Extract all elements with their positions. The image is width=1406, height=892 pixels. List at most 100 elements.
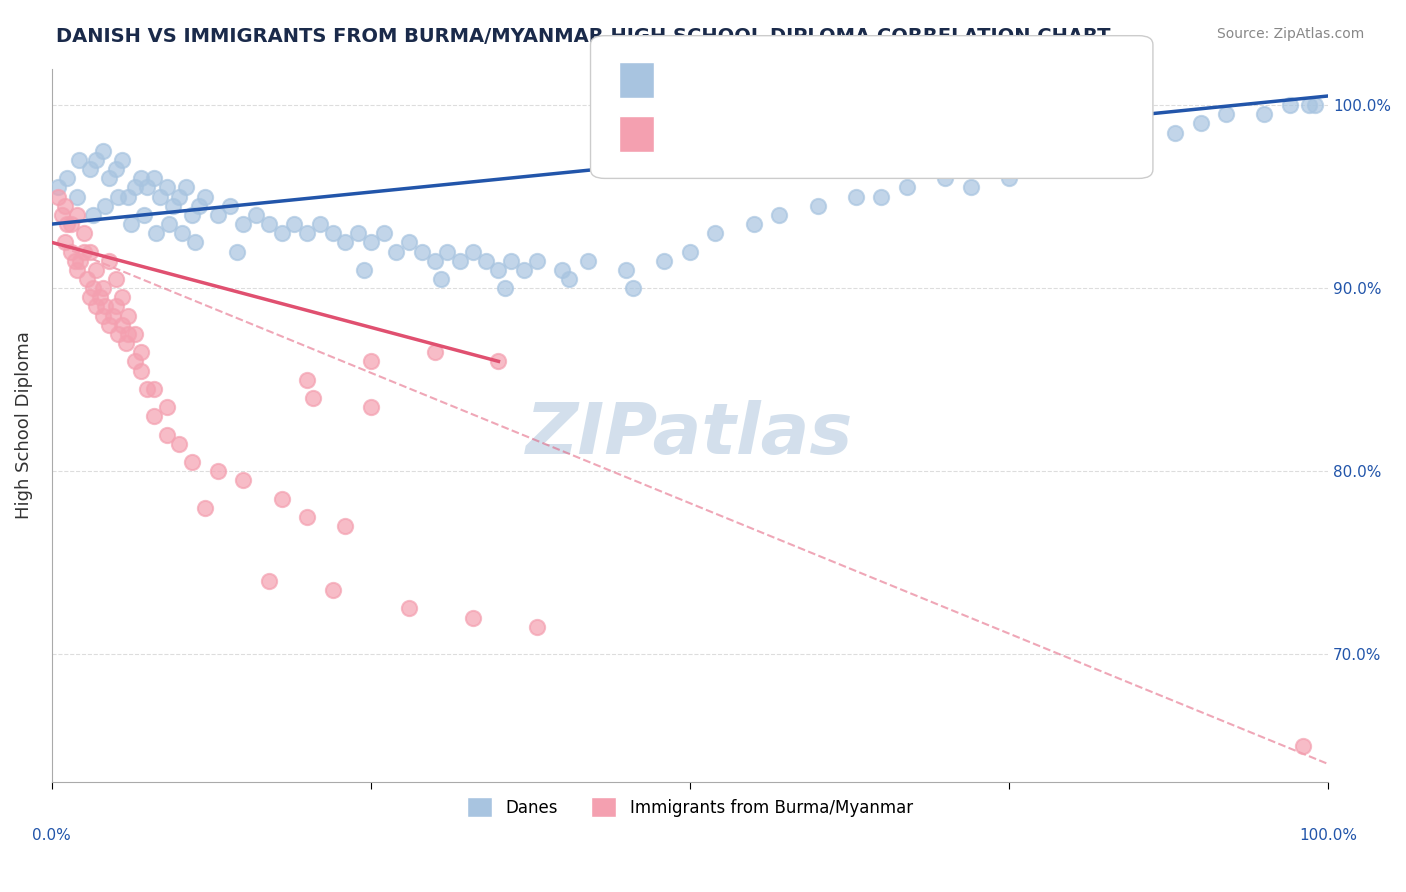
Point bbox=[169, 189, 191, 203]
Point bbox=[114, 336, 136, 351]
Text: R = 0.408    N = 90: R = 0.408 N = 90 bbox=[665, 62, 856, 80]
Point bbox=[806, 199, 828, 213]
Point bbox=[513, 263, 536, 277]
Point bbox=[436, 244, 458, 259]
Text: Source: ZipAtlas.com: Source: ZipAtlas.com bbox=[1216, 27, 1364, 41]
Point bbox=[142, 409, 165, 424]
Point bbox=[423, 345, 446, 359]
Point bbox=[373, 226, 395, 240]
Text: ZIPatlas: ZIPatlas bbox=[526, 400, 853, 469]
Point bbox=[219, 199, 242, 213]
Point bbox=[86, 300, 108, 314]
Point bbox=[117, 189, 139, 203]
Text: 0.0%: 0.0% bbox=[32, 828, 72, 843]
Point bbox=[136, 382, 159, 396]
Point bbox=[56, 171, 79, 186]
Point bbox=[207, 464, 229, 478]
Point bbox=[73, 226, 96, 240]
Point bbox=[194, 500, 217, 515]
Point bbox=[111, 153, 134, 167]
Point bbox=[101, 309, 124, 323]
Point bbox=[67, 153, 90, 167]
Point bbox=[1278, 98, 1301, 112]
Point bbox=[98, 253, 121, 268]
Point bbox=[335, 519, 357, 533]
Point bbox=[94, 300, 117, 314]
Point bbox=[79, 290, 101, 304]
Point bbox=[104, 162, 127, 177]
Point bbox=[76, 272, 98, 286]
Point bbox=[66, 189, 89, 203]
Point bbox=[69, 253, 91, 268]
Point bbox=[398, 235, 420, 250]
Point bbox=[353, 263, 375, 277]
Point bbox=[1036, 162, 1059, 177]
Point bbox=[117, 326, 139, 341]
Point bbox=[398, 601, 420, 615]
Point bbox=[295, 510, 318, 524]
Point bbox=[347, 226, 370, 240]
Point bbox=[232, 217, 254, 231]
Y-axis label: High School Diploma: High School Diploma bbox=[15, 332, 32, 519]
Point bbox=[1164, 126, 1187, 140]
Point bbox=[59, 217, 82, 231]
Point bbox=[360, 235, 382, 250]
Point bbox=[136, 180, 159, 194]
Point bbox=[63, 253, 86, 268]
Point bbox=[335, 235, 357, 250]
Point bbox=[145, 226, 167, 240]
Point bbox=[461, 610, 484, 624]
Point bbox=[501, 253, 523, 268]
Point bbox=[59, 244, 82, 259]
Point bbox=[360, 354, 382, 368]
Point bbox=[162, 199, 184, 213]
Point bbox=[129, 363, 152, 377]
Point bbox=[124, 354, 146, 368]
Point bbox=[270, 226, 292, 240]
Point bbox=[73, 244, 96, 259]
Point bbox=[557, 272, 579, 286]
Point bbox=[156, 180, 179, 194]
Point bbox=[104, 300, 127, 314]
Point bbox=[46, 180, 69, 194]
Point bbox=[124, 326, 146, 341]
Point bbox=[322, 226, 344, 240]
Point bbox=[322, 583, 344, 598]
Point bbox=[149, 189, 172, 203]
Point bbox=[423, 253, 446, 268]
Point bbox=[170, 226, 193, 240]
Point bbox=[132, 208, 155, 222]
Point bbox=[51, 208, 73, 222]
Legend: Danes, Immigrants from Burma/Myanmar: Danes, Immigrants from Burma/Myanmar bbox=[461, 790, 920, 824]
Point bbox=[1298, 98, 1320, 112]
Point bbox=[257, 217, 280, 231]
Point bbox=[679, 244, 702, 259]
Point bbox=[66, 208, 89, 222]
Point bbox=[107, 326, 129, 341]
Text: DANISH VS IMMIGRANTS FROM BURMA/MYANMAR HIGH SCHOOL DIPLOMA CORRELATION CHART: DANISH VS IMMIGRANTS FROM BURMA/MYANMAR … bbox=[56, 27, 1111, 45]
Point bbox=[449, 253, 471, 268]
Point bbox=[245, 208, 267, 222]
Point bbox=[295, 226, 318, 240]
Point bbox=[488, 263, 510, 277]
Point bbox=[385, 244, 408, 259]
Point bbox=[169, 436, 191, 450]
Point bbox=[120, 217, 142, 231]
Text: 100.0%: 100.0% bbox=[1299, 828, 1357, 843]
Point bbox=[896, 180, 918, 194]
Point bbox=[768, 208, 790, 222]
Point bbox=[959, 180, 981, 194]
Point bbox=[295, 373, 318, 387]
Point bbox=[66, 263, 89, 277]
Point bbox=[181, 208, 204, 222]
Point bbox=[91, 309, 114, 323]
Point bbox=[181, 455, 204, 469]
Point bbox=[526, 620, 548, 634]
Point bbox=[89, 290, 111, 304]
Point bbox=[207, 208, 229, 222]
Point bbox=[845, 189, 868, 203]
Point bbox=[124, 180, 146, 194]
Point bbox=[576, 253, 599, 268]
Point bbox=[654, 253, 676, 268]
Point bbox=[1099, 144, 1122, 158]
